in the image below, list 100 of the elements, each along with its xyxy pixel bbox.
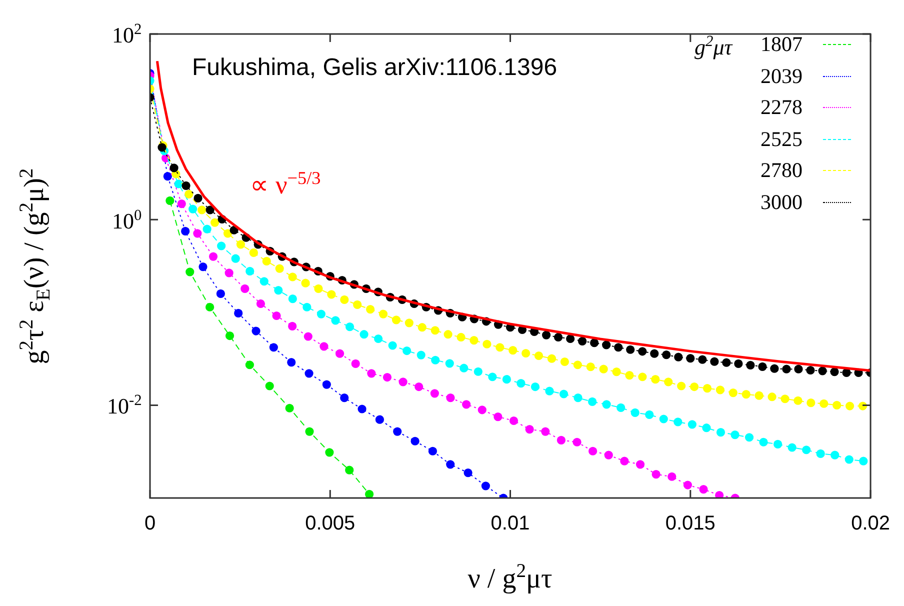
point bbox=[470, 336, 478, 345]
text: Fukushima, Gelis arXiv:1106.1396 bbox=[192, 54, 558, 81]
point bbox=[202, 224, 212, 234]
point bbox=[508, 346, 518, 355]
point bbox=[652, 470, 660, 479]
point bbox=[599, 364, 608, 374]
x-tick-label: 0.005 bbox=[305, 512, 356, 535]
point bbox=[788, 443, 796, 452]
point bbox=[586, 362, 595, 372]
x-tick-label: 0 bbox=[144, 512, 156, 535]
point bbox=[335, 349, 344, 358]
point bbox=[588, 397, 597, 406]
point bbox=[288, 294, 297, 304]
point bbox=[636, 460, 645, 469]
point bbox=[302, 302, 312, 312]
point bbox=[428, 446, 438, 456]
point bbox=[305, 427, 314, 436]
point bbox=[702, 384, 712, 393]
point bbox=[225, 331, 234, 340]
point bbox=[181, 226, 190, 236]
point bbox=[516, 379, 526, 388]
point bbox=[445, 359, 454, 368]
point bbox=[612, 368, 621, 376]
point bbox=[616, 403, 626, 412]
point bbox=[320, 342, 328, 351]
point bbox=[402, 346, 412, 356]
point bbox=[509, 416, 518, 426]
point bbox=[322, 380, 331, 389]
point bbox=[375, 415, 384, 424]
point bbox=[699, 485, 708, 494]
point bbox=[393, 427, 402, 436]
point bbox=[677, 382, 686, 390]
point bbox=[545, 386, 554, 396]
point bbox=[728, 388, 738, 398]
point bbox=[374, 334, 383, 344]
point bbox=[742, 390, 750, 399]
point bbox=[163, 172, 172, 181]
point bbox=[188, 204, 198, 214]
point bbox=[794, 396, 802, 405]
point bbox=[716, 428, 726, 437]
point bbox=[272, 311, 281, 320]
annotation: ∝ ν$^{−5/3}$ bbox=[250, 168, 321, 200]
point bbox=[525, 424, 534, 434]
point bbox=[416, 350, 426, 360]
point bbox=[288, 272, 297, 282]
point bbox=[702, 424, 711, 432]
point bbox=[522, 348, 530, 358]
legend-label: 2780 bbox=[760, 158, 804, 184]
point bbox=[340, 295, 349, 304]
point bbox=[446, 394, 455, 402]
point bbox=[198, 206, 206, 214]
point bbox=[638, 372, 647, 382]
point bbox=[410, 436, 420, 446]
y-tick-label: 10$^{0}$ bbox=[112, 206, 142, 233]
point bbox=[482, 340, 492, 348]
point bbox=[314, 284, 323, 294]
point bbox=[198, 262, 208, 272]
point bbox=[534, 351, 544, 360]
point bbox=[674, 418, 682, 426]
point bbox=[844, 455, 854, 464]
point bbox=[231, 254, 240, 263]
point bbox=[217, 242, 226, 250]
point bbox=[367, 369, 376, 378]
point bbox=[304, 369, 314, 378]
point bbox=[275, 264, 284, 273]
point bbox=[186, 268, 194, 276]
point bbox=[174, 180, 183, 188]
point bbox=[388, 341, 397, 350]
point bbox=[488, 372, 497, 382]
x-tick-label: 0.015 bbox=[665, 512, 716, 535]
point bbox=[541, 427, 550, 436]
point bbox=[625, 371, 634, 380]
point bbox=[262, 256, 271, 266]
point bbox=[360, 330, 368, 339]
legend-label: 2278 bbox=[760, 95, 804, 120]
point bbox=[345, 466, 354, 474]
point bbox=[358, 404, 366, 414]
point bbox=[288, 322, 297, 331]
point bbox=[206, 302, 214, 312]
point bbox=[378, 310, 388, 318]
point bbox=[820, 399, 828, 408]
point bbox=[547, 354, 556, 363]
x-tick-label: 0.02 bbox=[851, 512, 890, 535]
point bbox=[414, 382, 424, 392]
point bbox=[444, 330, 452, 339]
point bbox=[859, 456, 868, 466]
point bbox=[604, 450, 613, 460]
point bbox=[464, 468, 472, 478]
point bbox=[430, 389, 439, 398]
point bbox=[353, 300, 362, 310]
point bbox=[481, 482, 490, 490]
point bbox=[269, 343, 278, 352]
point bbox=[392, 316, 401, 324]
point bbox=[816, 449, 825, 458]
point bbox=[573, 360, 582, 370]
point bbox=[560, 357, 570, 366]
point bbox=[744, 433, 754, 442]
point bbox=[502, 375, 511, 384]
point bbox=[249, 248, 258, 257]
point bbox=[430, 326, 440, 335]
